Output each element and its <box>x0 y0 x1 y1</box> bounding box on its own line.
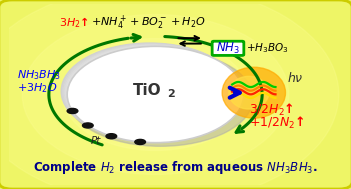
Ellipse shape <box>67 108 78 114</box>
Circle shape <box>69 48 236 138</box>
Text: $NH_3BH_3$: $NH_3BH_3$ <box>17 68 61 82</box>
Circle shape <box>77 51 234 137</box>
Text: $NH_3$: $NH_3$ <box>216 41 240 56</box>
Ellipse shape <box>135 139 146 144</box>
Ellipse shape <box>222 67 285 118</box>
Text: $+ 3H_2O$: $+ 3H_2O$ <box>17 81 58 95</box>
Circle shape <box>65 45 237 139</box>
Ellipse shape <box>68 50 253 146</box>
Circle shape <box>72 49 235 138</box>
Circle shape <box>75 51 234 137</box>
Ellipse shape <box>0 0 339 189</box>
Text: $+ NH_4^+ + BO_2^- + H_2O$: $+ NH_4^+ + BO_2^- + H_2O$ <box>91 14 205 32</box>
Circle shape <box>64 45 237 139</box>
Text: 2: 2 <box>167 89 174 99</box>
Text: $+1/2N_2$↑: $+1/2N_2$↑ <box>249 115 304 131</box>
Ellipse shape <box>82 123 93 128</box>
Circle shape <box>67 46 244 143</box>
Circle shape <box>67 46 236 139</box>
Text: Pt: Pt <box>90 136 101 146</box>
Text: Complete $H_2$ release from aqueous $NH_3BH_3$.: Complete $H_2$ release from aqueous $NH_… <box>33 159 318 176</box>
Circle shape <box>74 50 234 138</box>
Text: $h\nu$: $h\nu$ <box>287 71 304 85</box>
Text: TiO: TiO <box>133 83 161 98</box>
Ellipse shape <box>62 39 249 150</box>
Ellipse shape <box>22 15 289 174</box>
Circle shape <box>71 48 235 138</box>
Circle shape <box>62 44 237 139</box>
Circle shape <box>68 47 236 138</box>
Text: $+ H_3BO_3$: $+ H_3BO_3$ <box>246 41 289 55</box>
FancyBboxPatch shape <box>212 41 244 55</box>
Circle shape <box>61 43 238 139</box>
Text: $3H_2$↑: $3H_2$↑ <box>59 15 89 30</box>
Text: $3/2H_2$↑: $3/2H_2$↑ <box>249 102 294 118</box>
Ellipse shape <box>229 76 269 109</box>
Ellipse shape <box>106 134 117 139</box>
